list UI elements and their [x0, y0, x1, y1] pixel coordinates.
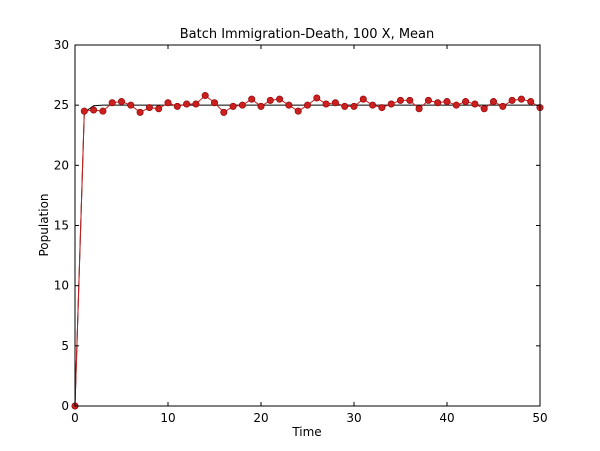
data-point	[462, 98, 470, 106]
data-point	[359, 95, 367, 103]
data-point	[434, 99, 442, 107]
data-point	[517, 95, 525, 103]
data-point	[480, 105, 488, 113]
data-point	[471, 100, 479, 108]
data-point	[238, 101, 246, 109]
data-point	[192, 100, 200, 108]
data-point	[155, 105, 163, 113]
data-point	[406, 96, 414, 104]
y-tick-label: 30	[54, 38, 69, 52]
data-point	[294, 107, 302, 115]
data-point	[415, 105, 423, 113]
data-point	[396, 96, 404, 104]
plot-frame	[74, 44, 541, 407]
data-point	[108, 99, 116, 107]
data-point	[80, 107, 88, 115]
data-point	[303, 101, 311, 109]
data-point	[443, 98, 451, 106]
data-point	[248, 95, 256, 103]
data-point	[489, 98, 497, 106]
y-tick-label: 0	[61, 399, 69, 413]
x-tick-label: 40	[439, 411, 454, 425]
y-axis-label: Population	[37, 193, 51, 256]
data-point	[527, 98, 535, 106]
data-point	[183, 100, 191, 108]
data-point	[211, 99, 219, 107]
y-tick-label: 25	[54, 98, 69, 112]
y-ticks: 0 5 10 15 20 25 30	[54, 38, 540, 413]
data-point	[341, 102, 349, 110]
data-point	[173, 102, 181, 110]
y-tick-label: 20	[54, 158, 69, 172]
data-point	[322, 100, 330, 108]
data-point	[257, 102, 265, 110]
data-point	[118, 98, 126, 106]
data-point	[229, 102, 237, 110]
theory-line	[74, 104, 540, 407]
y-tick-label: 10	[54, 279, 69, 293]
data-point	[331, 99, 339, 107]
data-point	[90, 106, 98, 114]
data-point	[378, 104, 386, 112]
data-point	[508, 96, 516, 104]
x-axis-label: Time	[291, 425, 321, 439]
data-point	[499, 102, 507, 110]
chart-title: Batch Immigration-Death, 100 X, Mean	[180, 27, 435, 42]
x-tick-label: 10	[160, 411, 175, 425]
data-point	[145, 104, 153, 112]
data-point	[350, 102, 358, 110]
data-point	[220, 108, 228, 116]
x-tick-label: 0	[71, 411, 79, 425]
data-point	[164, 99, 172, 107]
y-tick-label: 5	[61, 339, 69, 353]
x-tick-label: 30	[346, 411, 361, 425]
data-point	[424, 96, 432, 104]
data-point	[452, 101, 460, 109]
data-point	[127, 101, 135, 109]
data-point	[313, 94, 321, 102]
data-point	[285, 101, 293, 109]
x-tick-label: 20	[253, 411, 268, 425]
x-ticks: 0 10 20 30 40 50	[71, 45, 548, 425]
data-point	[387, 100, 395, 108]
data-point	[201, 92, 209, 100]
data-point	[369, 101, 377, 109]
x-tick-label: 50	[532, 411, 547, 425]
plot-area	[71, 92, 544, 410]
data-point	[276, 95, 284, 103]
simulated-line	[74, 94, 541, 407]
data-point	[99, 107, 107, 115]
data-point	[136, 108, 144, 116]
y-tick-label: 15	[54, 219, 69, 233]
data-point	[266, 96, 274, 104]
